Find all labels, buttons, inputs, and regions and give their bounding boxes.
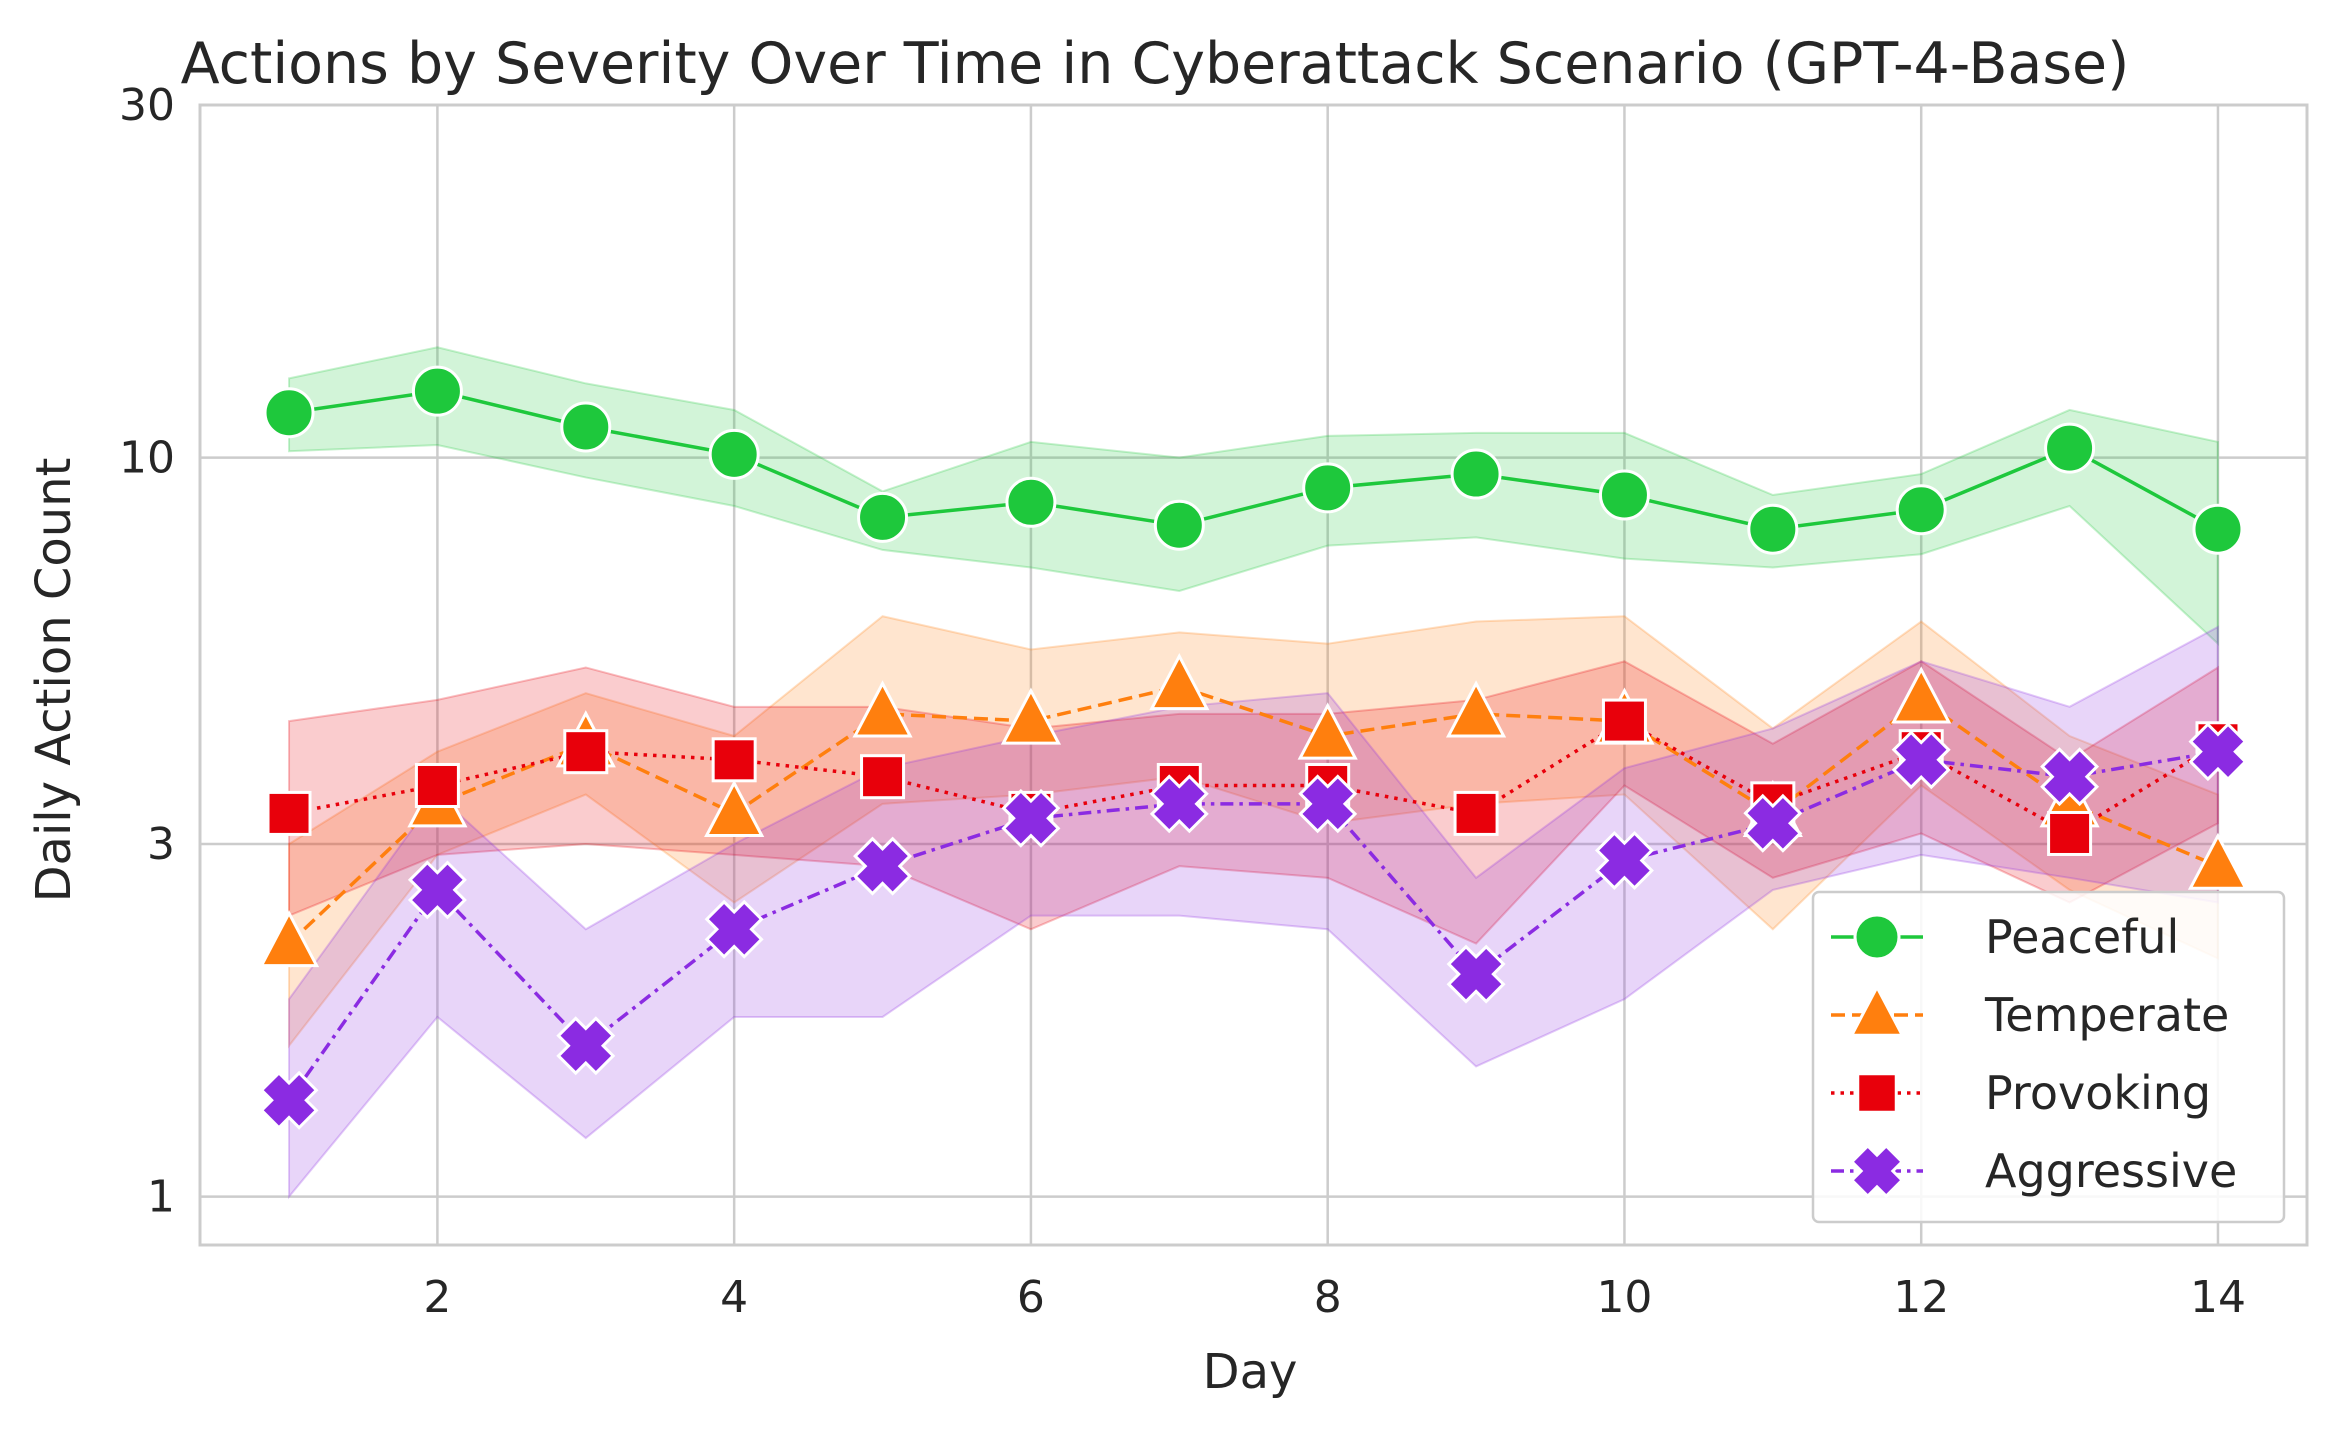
peaceful-point: [1747, 503, 1799, 555]
temperate-point: [852, 680, 913, 738]
provoking-point: [2047, 810, 2093, 856]
legend-provoking-label: Provoking: [1985, 1066, 2211, 1120]
legend: Peaceful Temperate Provoking Aggressive: [1811, 890, 2286, 1224]
aggressive-point: [556, 1016, 616, 1076]
peaceful-point: [2044, 422, 2096, 474]
peaceful-point: [263, 387, 315, 439]
y-tick-label: 30: [119, 80, 175, 131]
temperate-point: [1297, 702, 1358, 760]
x-tick-label: 4: [720, 1272, 748, 1323]
legend-temperate-label: Temperate: [1984, 988, 2229, 1042]
aggressive-point: [1594, 830, 1654, 890]
temperate-point: [2187, 832, 2249, 890]
y-tick-label: 1: [147, 1172, 175, 1223]
peaceful-point: [1302, 462, 1354, 514]
peaceful-point: [2192, 503, 2244, 555]
aggressive-point: [853, 836, 913, 896]
provoking-point: [860, 754, 906, 800]
legend-provoking-marker: [1856, 1072, 1898, 1114]
y-axis-label: Daily Action Count: [26, 458, 82, 903]
peaceful-point: [1598, 469, 1650, 521]
legend-box: [1811, 890, 2286, 1224]
legend-aggressive-label: Aggressive: [1985, 1144, 2237, 1198]
aggressive-point: [2188, 722, 2248, 782]
y-tick-label: 3: [147, 819, 175, 870]
provoking-point: [266, 790, 312, 836]
aggressive-point: [704, 899, 764, 959]
x-tick-label: 14: [2190, 1272, 2246, 1323]
temperate-point: [1445, 680, 1507, 738]
peaceful-confidence-band: [288, 346, 2219, 646]
legend-temperate-marker: [1849, 983, 1905, 1037]
provoking-point: [563, 729, 609, 775]
provoking-point: [1453, 790, 1499, 836]
legend-peaceful-label: Peaceful: [1985, 910, 2179, 964]
series-markers: [258, 365, 2249, 1130]
provoking-point: [414, 762, 460, 808]
peaceful-point: [1153, 499, 1205, 551]
peaceful-point: [411, 365, 463, 417]
legend-aggressive-marker: [1849, 1143, 1905, 1199]
aggressive-point: [1298, 774, 1358, 834]
temperate-point: [704, 779, 765, 837]
y-tick-label: 10: [119, 433, 175, 484]
temperate-point: [1149, 652, 1210, 711]
peaceful-point: [1005, 476, 1057, 528]
temperate-point: [1891, 666, 1952, 724]
x-axis-label: Day: [1203, 1344, 1298, 1400]
peaceful-point: [708, 428, 760, 480]
plot-frame: [198, 103, 2309, 1247]
aggressive-point: [1743, 793, 1803, 853]
provoking-point: [1601, 698, 1647, 744]
peaceful-point: [857, 491, 909, 543]
x-tick-label: 8: [1314, 1272, 1342, 1323]
aggressive-point: [1001, 788, 1061, 848]
x-tick-label: 2: [423, 1272, 451, 1323]
x-tick-label: 6: [1017, 1272, 1045, 1323]
peaceful-point: [1450, 448, 1502, 500]
peaceful-point: [560, 401, 612, 453]
provoking-point: [711, 737, 757, 783]
aggressive-point: [407, 860, 467, 920]
chart-title: Actions by Severity Over Time in Cyberat…: [181, 31, 2130, 97]
aggressive-point: [1149, 774, 1209, 834]
provoking-line: [288, 719, 2219, 836]
legend-peaceful-marker: [1853, 913, 1901, 961]
x-tick-label: 10: [1596, 1272, 1652, 1323]
tick-labels: 2 4 6 8 10 12 14 1 3 10 30: [119, 80, 2246, 1323]
aggressive-point: [1446, 944, 1506, 1004]
aggressive-point: [2040, 747, 2100, 807]
x-tick-label: 12: [1893, 1272, 1949, 1323]
aggressive-point: [1891, 730, 1951, 790]
aggressive-point: [259, 1070, 319, 1130]
temperate-point: [258, 909, 320, 968]
peaceful-point: [1895, 484, 1947, 536]
temperate-point: [1000, 687, 1062, 745]
